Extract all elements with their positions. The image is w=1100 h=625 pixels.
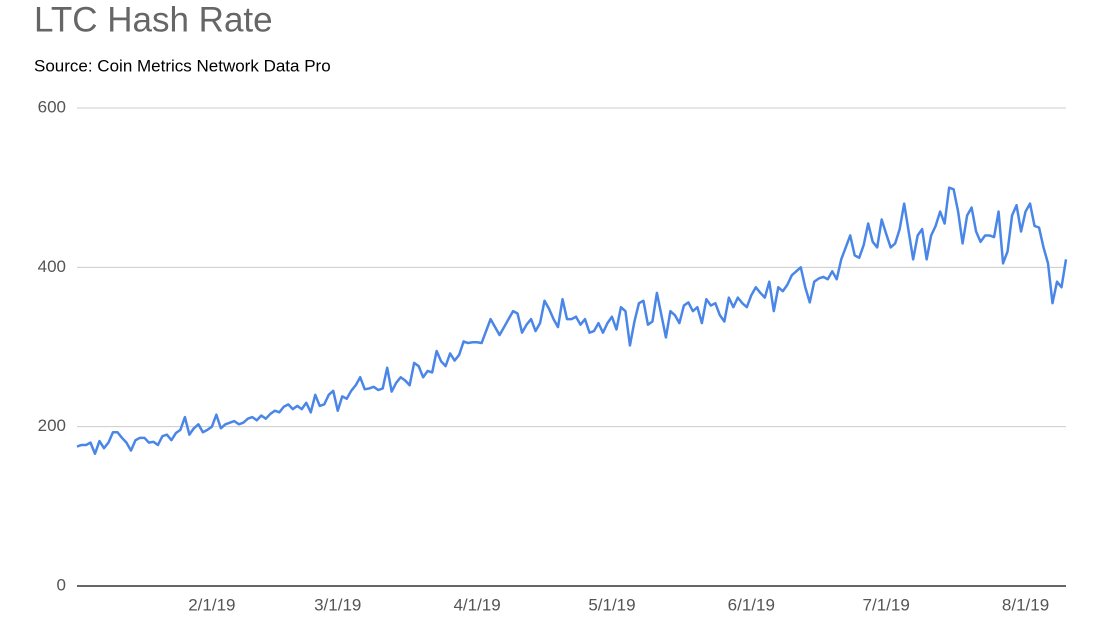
x-tick-label: 4/1/19	[453, 595, 500, 614]
chart-subtitle: Source: Coin Metrics Network Data Pro	[34, 56, 331, 75]
x-tick-label: 2/1/19	[188, 595, 235, 614]
y-tick-label: 200	[38, 416, 66, 435]
chart-title: LTC Hash Rate	[34, 0, 273, 39]
x-tick-label: 5/1/19	[588, 595, 635, 614]
y-tick-label: 600	[38, 97, 66, 116]
y-tick-label: 400	[38, 257, 66, 276]
x-tick-label: 8/1/19	[1002, 595, 1049, 614]
data-line	[76, 186, 1068, 455]
x-tick-label: 7/1/19	[863, 595, 910, 614]
x-tick-label: 6/1/19	[728, 595, 775, 614]
x-tick-label: 3/1/19	[314, 595, 361, 614]
y-tick-label: 0	[57, 575, 66, 594]
